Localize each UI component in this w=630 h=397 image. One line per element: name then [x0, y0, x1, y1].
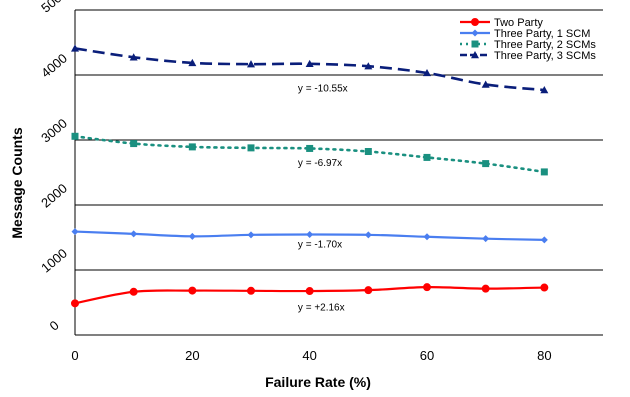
data-point	[481, 80, 490, 88]
data-point	[364, 231, 372, 239]
data-point	[423, 283, 431, 292]
data-point	[188, 58, 197, 67]
legend-item: Two Party	[460, 17, 543, 29]
y-axis-title: Message Counts	[9, 127, 25, 238]
data-point	[71, 132, 79, 140]
axes	[74, 10, 603, 336]
data-point	[188, 286, 197, 295]
data-point	[247, 144, 255, 152]
data-point	[247, 231, 255, 239]
series-3	[71, 132, 548, 176]
data-point	[188, 232, 196, 240]
legend-item: Three Party, 3 SCMs	[460, 50, 596, 62]
legend-label: Three Party, 1 SCM	[494, 28, 590, 40]
trend-annotation: y = +2.16x	[298, 302, 345, 313]
legend-item: Three Party, 2 SCMs	[460, 39, 596, 51]
y-tick-label: 2000	[38, 181, 70, 211]
data-point	[481, 284, 490, 293]
data-point	[305, 59, 314, 68]
data-point	[129, 287, 138, 296]
data-point	[482, 235, 490, 243]
data-point	[129, 53, 138, 61]
data-point	[364, 286, 373, 295]
data-point	[305, 287, 314, 296]
data-point	[423, 68, 431, 77]
data-point	[540, 236, 548, 244]
y-tick-label: 3000	[38, 116, 70, 146]
legend-label: Three Party, 2 SCMs	[494, 39, 596, 51]
data-point	[247, 60, 255, 68]
legend-item: Three Party, 1 SCM	[460, 28, 590, 40]
data-point	[71, 44, 79, 52]
x-tick-label: 20	[185, 348, 199, 363]
data-point	[306, 231, 314, 239]
trend-annotation: y = -6.97x	[298, 158, 342, 169]
series-layer	[71, 44, 549, 308]
x-tick-label: 0	[71, 348, 78, 363]
x-tick-label: 60	[420, 348, 434, 363]
series-line	[73, 134, 546, 174]
data-point	[540, 168, 548, 176]
x-axis-title: Failure Rate (%)	[265, 374, 371, 390]
x-tick-label: 80	[537, 348, 551, 363]
data-point	[482, 160, 490, 168]
y-tick-label: 0	[47, 317, 62, 333]
data-point	[471, 18, 479, 26]
x-tick-label: 40	[302, 348, 316, 363]
y-tick-label: 4000	[38, 51, 70, 81]
trend-annotation: y = -10.55x	[298, 83, 348, 94]
data-point	[471, 40, 479, 48]
legend-label: Two Party	[494, 17, 543, 29]
series-1	[71, 283, 549, 308]
data-point	[306, 144, 314, 152]
data-point	[71, 228, 79, 236]
trend-annotation: y = -1.70x	[298, 239, 342, 250]
series-4	[71, 44, 549, 94]
data-point	[130, 230, 138, 238]
y-tick-label: 1000	[38, 246, 70, 276]
annotations: y = -10.55x y = -6.97x y = -1.70x y = +2.16…	[298, 83, 348, 313]
data-point	[71, 299, 79, 308]
y-tick-label: 5000	[38, 0, 70, 16]
data-point	[188, 143, 196, 151]
data-point	[364, 62, 373, 70]
legend-label: Three Party, 3 SCMs	[494, 50, 596, 62]
data-point	[423, 153, 431, 161]
data-point	[247, 286, 255, 295]
data-point	[540, 283, 549, 292]
grid-lines	[75, 9, 603, 271]
data-point	[423, 233, 431, 241]
series-2	[71, 228, 548, 244]
data-point	[471, 51, 479, 59]
data-point	[471, 29, 479, 37]
data-point	[364, 148, 372, 156]
data-point	[130, 140, 138, 148]
data-point	[540, 86, 549, 94]
